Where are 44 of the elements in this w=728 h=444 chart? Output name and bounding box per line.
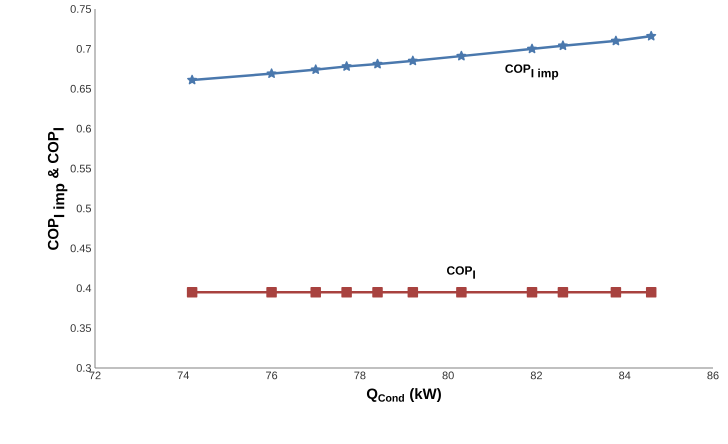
x-tick-label: 78 [354, 372, 366, 380]
x-tick-label: 72 [89, 372, 101, 380]
point [558, 40, 568, 50]
x-tick-label: 82 [530, 372, 542, 380]
point [310, 286, 321, 298]
point [526, 44, 538, 54]
point [408, 286, 418, 298]
point [456, 286, 467, 298]
y-tick-label: 0.65 [70, 84, 92, 93]
x-tick-label: 76 [266, 372, 278, 380]
x-axis-title: Q$_{Cond}$ (kW) [366, 388, 441, 402]
point [610, 36, 621, 46]
y-tick-label: 0.75 [70, 5, 92, 13]
y-tick-label: 0.55 [70, 164, 92, 172]
point [310, 64, 321, 74]
y-tick-label: 0.6 [76, 124, 91, 133]
y-tick-label: 0.7 [76, 45, 91, 53]
y-tick-label: 0.45 [70, 244, 92, 252]
x-tick-label: 80 [442, 372, 454, 380]
point [266, 286, 277, 298]
point [341, 286, 352, 298]
point [372, 286, 383, 298]
point [646, 286, 656, 298]
point [266, 68, 277, 78]
point [526, 286, 538, 298]
y-tick-label: 0.5 [76, 204, 92, 212]
point [408, 56, 418, 66]
point [187, 74, 198, 84]
x-tick-label: 74 [178, 372, 190, 380]
y-axis-title: $\textbf{COP}_{\textbf{I imp}}\ \textbf{\&}\ \textbf{COP}_{\textbf{I}}$ [48, 128, 68, 250]
point [372, 58, 383, 68]
x-tick-label: 86 [707, 372, 719, 380]
point [646, 30, 656, 41]
series-label: $\textbf{COP}_{\textbf{I imp}}$ [505, 64, 558, 80]
y-tick-label: 0.35 [70, 324, 92, 332]
point [610, 286, 622, 298]
y-tick-label: 0.4 [76, 284, 92, 292]
point [342, 61, 352, 71]
point [456, 50, 466, 60]
point [558, 286, 568, 298]
series-label: $\textbf{COP}_{\textbf{I}}$ [447, 266, 475, 279]
x-tick-label: 84 [619, 372, 630, 380]
point [186, 286, 198, 298]
y-tick-label: 0.3 [76, 364, 91, 372]
